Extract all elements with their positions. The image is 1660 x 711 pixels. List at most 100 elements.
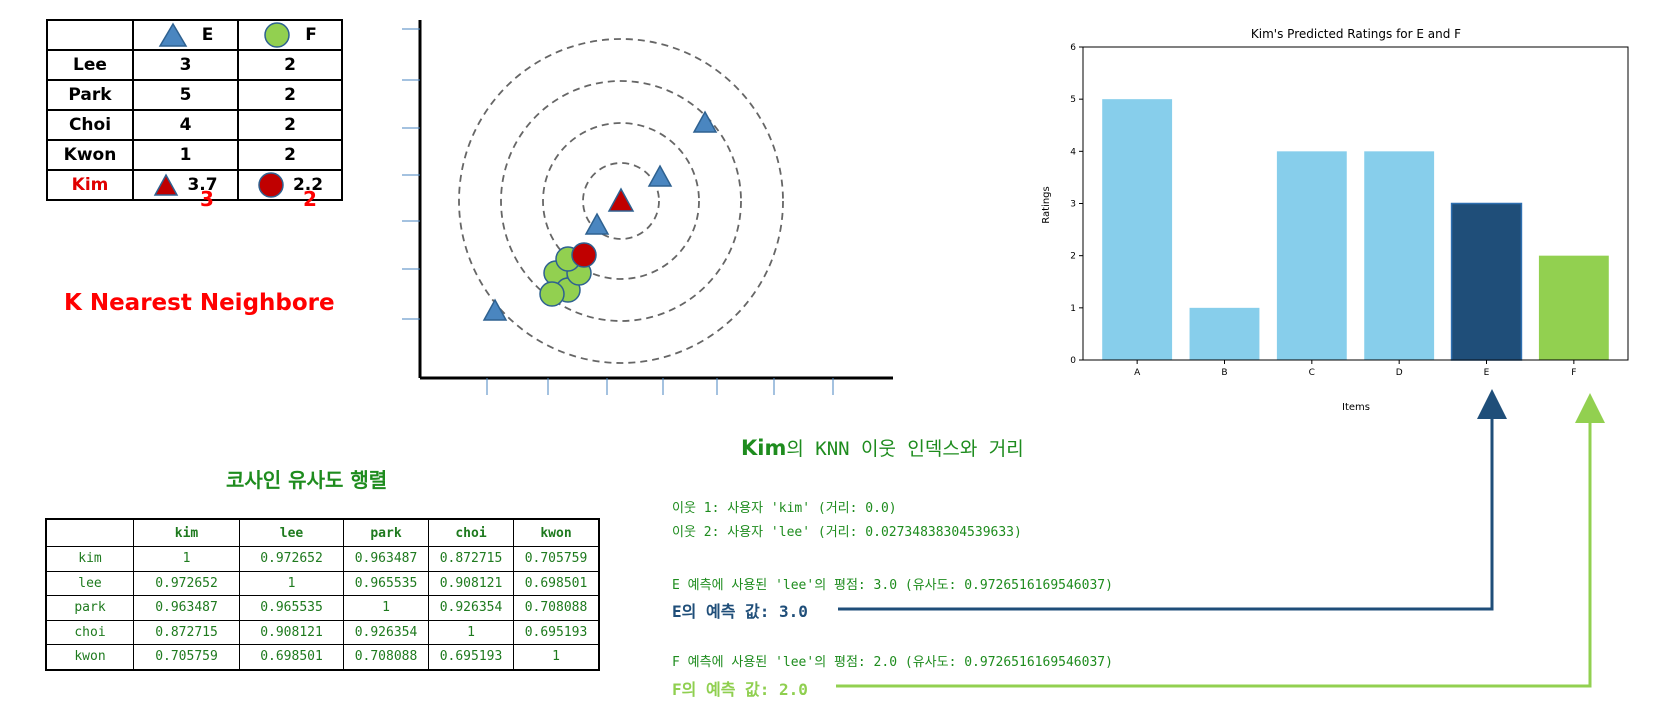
cosine-header-cell: choi bbox=[428, 518, 514, 547]
row-f-value: 2 bbox=[237, 139, 343, 171]
ratings-kim-row: Kim 3.7 3 2.2 2 bbox=[46, 169, 343, 211]
cosine-cell: 1 bbox=[133, 546, 240, 572]
cosine-cell: 0.963487 bbox=[343, 546, 429, 572]
chart-bars bbox=[1102, 99, 1609, 361]
knn-heading-name: Kim bbox=[741, 436, 787, 460]
bar-e bbox=[1450, 202, 1523, 361]
red-triangle-icon bbox=[154, 173, 179, 196]
cosine-cell: 1 bbox=[239, 570, 344, 596]
e-prediction-text: E의 예측 값: 3.0 bbox=[672, 602, 808, 621]
cosine-cell: choi bbox=[45, 619, 134, 645]
cosine-cell: 0.872715 bbox=[133, 619, 240, 645]
y-tick-label: 4 bbox=[1070, 147, 1076, 157]
row-name: Park bbox=[46, 79, 134, 111]
cosine-cell: 0.872715 bbox=[428, 546, 514, 572]
row-f-value: 2 bbox=[237, 49, 343, 81]
kim-e-cell: 3.7 3 bbox=[132, 169, 239, 211]
ratings-header-blank bbox=[46, 19, 134, 51]
cosine-header-cell: kim bbox=[133, 518, 240, 547]
row-e-value: 5 bbox=[132, 79, 239, 111]
cosine-cell: 0.695193 bbox=[513, 619, 600, 645]
kim-f-rank: 2 bbox=[303, 187, 317, 211]
cosine-cell: lee bbox=[45, 570, 134, 596]
circle-icon bbox=[264, 22, 290, 48]
e-used-text: E 예측에 사용된 'lee'의 평점: 3.0 (유사도: 0.9726516… bbox=[672, 578, 1113, 593]
row-e-value: 1 bbox=[132, 139, 239, 171]
cosine-cell: 0.965535 bbox=[239, 595, 344, 621]
bar-d bbox=[1364, 151, 1435, 360]
y-tick-label: 3 bbox=[1070, 200, 1076, 210]
ratings-row: Choi 4 2 bbox=[46, 109, 343, 141]
cosine-row: kim 1 0.972652 0.963487 0.872715 0.705759 bbox=[45, 546, 600, 572]
cosine-table: kim lee park choi kwon kim 1 0.972652 0.963… bbox=[45, 518, 600, 671]
cosine-header-cell: lee bbox=[239, 518, 344, 547]
cosine-cell: 0.908121 bbox=[239, 619, 344, 645]
green-circle-markers bbox=[539, 246, 592, 307]
kim-name: Kim bbox=[46, 169, 134, 201]
cosine-cell: 0.705759 bbox=[513, 546, 600, 572]
kim-e-rank: 3 bbox=[200, 187, 214, 211]
chart-x-ticks: A B C D E F bbox=[1134, 360, 1576, 378]
cosine-cell: park bbox=[45, 595, 134, 621]
row-e-value: 3 bbox=[132, 49, 239, 81]
cosine-cell: 1 bbox=[513, 644, 600, 670]
bar-c bbox=[1276, 151, 1347, 360]
bar-a bbox=[1102, 99, 1173, 361]
neighbor-1-text: 이웃 1: 사용자 'kim' (거리: 0.0) bbox=[672, 501, 897, 516]
knn-title: K Nearest Neighbore bbox=[64, 290, 335, 316]
bar-f bbox=[1538, 255, 1609, 360]
diagram-rings bbox=[458, 38, 784, 364]
knn-diagram bbox=[402, 20, 893, 395]
f-used-text: F 예측에 사용된 'lee'의 평점: 2.0 (유사도: 0.9726516… bbox=[672, 655, 1113, 670]
bar-chart: Kim's Predicted Ratings for E and F Item… bbox=[1041, 27, 1629, 413]
cosine-cell: 0.698501 bbox=[239, 644, 344, 670]
red-circle-icon bbox=[258, 172, 284, 198]
f-prediction-text: F의 예측 값: 2.0 bbox=[672, 680, 808, 699]
bar-b bbox=[1189, 307, 1260, 360]
y-tick-label: 5 bbox=[1070, 95, 1076, 105]
ratings-row: Lee 3 2 bbox=[46, 49, 343, 81]
cosine-cell: 0.926354 bbox=[428, 595, 514, 621]
row-f-value: 2 bbox=[237, 79, 343, 111]
ratings-row: Park 5 2 bbox=[46, 79, 343, 111]
chart-title: Kim's Predicted Ratings for E and F bbox=[1251, 27, 1461, 41]
x-tick-label: F bbox=[1571, 368, 1576, 378]
ratings-table: E F Lee 3 2 Park 5 2 Choi 4 2 Kwon 1 2 K… bbox=[46, 19, 343, 211]
x-tick-label: D bbox=[1396, 368, 1403, 378]
cosine-cell: 0.972652 bbox=[239, 546, 344, 572]
cosine-cell: 0.708088 bbox=[513, 595, 600, 621]
cosine-cell: 0.908121 bbox=[428, 570, 514, 596]
triangle-marker bbox=[692, 110, 718, 133]
y-tick-label: 2 bbox=[1070, 252, 1076, 262]
kim-e-value: 3.7 bbox=[187, 175, 218, 195]
row-name: Choi bbox=[46, 109, 134, 141]
knn-heading-rest: 의 KNN 이웃 인덱스와 거리 bbox=[786, 438, 1024, 460]
cosine-row: choi 0.872715 0.908121 0.926354 1 0.695193 bbox=[45, 619, 600, 645]
triangle-marker bbox=[584, 212, 610, 235]
y-tick-label: 1 bbox=[1070, 304, 1076, 314]
chart-frame bbox=[1082, 46, 1629, 361]
kim-circle-marker bbox=[571, 242, 597, 268]
cosine-cell: 0.705759 bbox=[133, 644, 240, 670]
kim-triangle-marker bbox=[607, 187, 635, 212]
cosine-cell: 0.698501 bbox=[513, 570, 600, 596]
ratings-header-e: E bbox=[132, 19, 239, 51]
cosine-header-cell bbox=[45, 518, 134, 547]
diagram-y-ticks bbox=[402, 28, 420, 320]
cosine-row: park 0.963487 0.965535 1 0.926354 0.708088 bbox=[45, 595, 600, 621]
cosine-cell: 0.926354 bbox=[343, 619, 429, 645]
green-circle-marker bbox=[539, 281, 565, 307]
row-name: Lee bbox=[46, 49, 134, 81]
y-tick-label: 0 bbox=[1070, 356, 1076, 366]
y-tick-label: 6 bbox=[1070, 43, 1076, 53]
cosine-cell: 0.965535 bbox=[343, 570, 429, 596]
x-tick-label: B bbox=[1221, 368, 1227, 378]
cosine-cell: 1 bbox=[343, 595, 429, 621]
x-tick-label: C bbox=[1309, 368, 1315, 378]
x-tick-label: E bbox=[1484, 368, 1490, 378]
chart-y-ticks: 0 1 2 3 4 5 6 bbox=[1070, 43, 1083, 366]
kim-f-cell: 2.2 2 bbox=[237, 169, 343, 211]
cosine-cell: 0.963487 bbox=[133, 595, 240, 621]
cosine-cell: kim bbox=[45, 546, 134, 572]
knn-heading: Kim의 KNN 이웃 인덱스와 거리 bbox=[741, 434, 1024, 461]
